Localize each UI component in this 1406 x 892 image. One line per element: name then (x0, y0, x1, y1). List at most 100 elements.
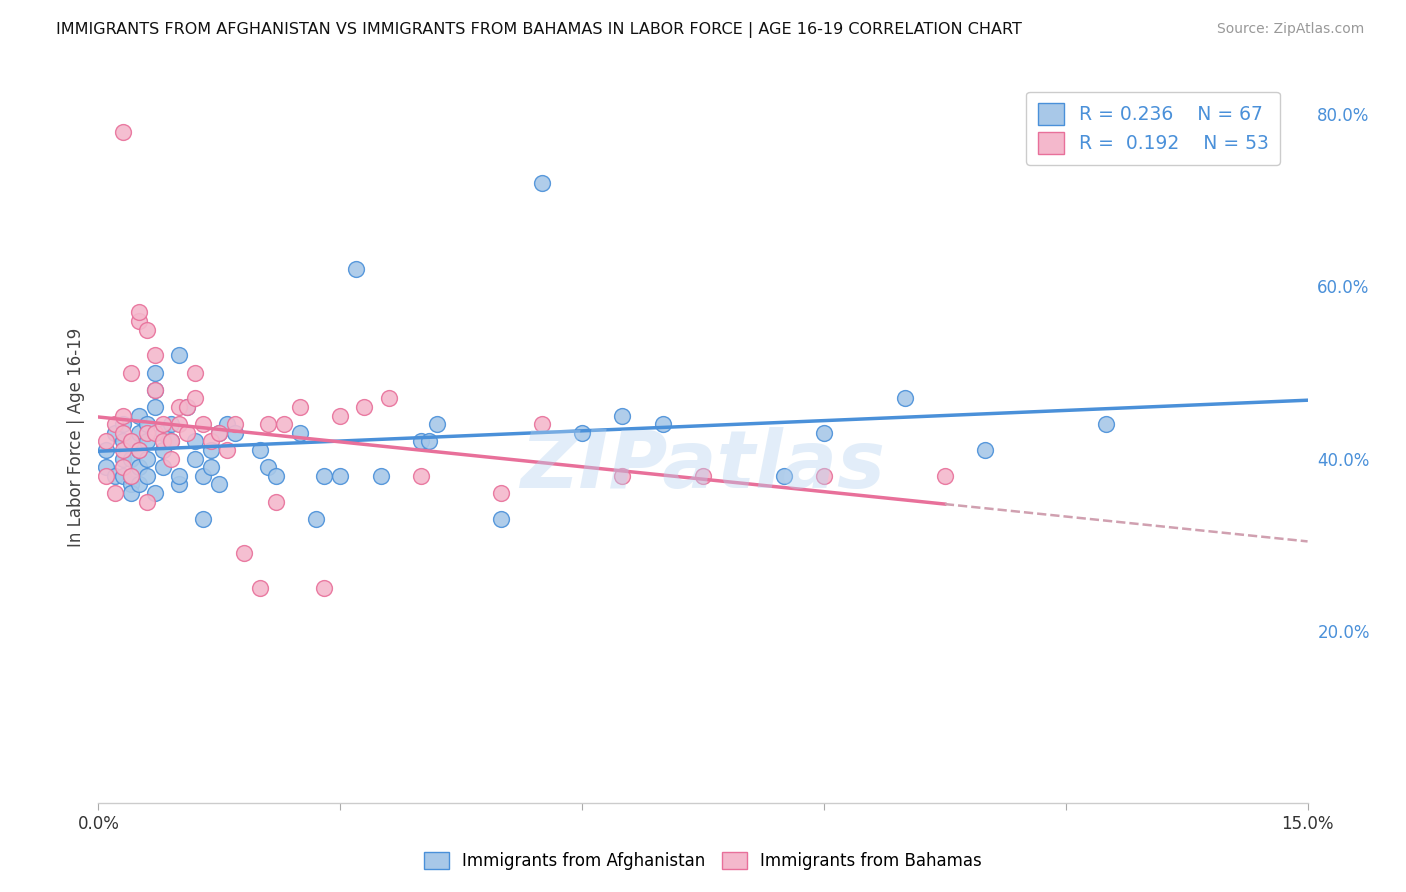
Legend: R = 0.236    N = 67, R =  0.192    N = 53: R = 0.236 N = 67, R = 0.192 N = 53 (1026, 92, 1279, 165)
Point (111, 425, 134, 440)
Point (176, 400, 198, 414)
Text: ZIPatlas: ZIPatlas (520, 427, 886, 506)
Point (120, 477, 142, 491)
Point (160, 434, 183, 449)
Point (193, 417, 215, 432)
Point (353, 400, 375, 414)
Point (135, 434, 157, 449)
Point (103, 425, 125, 440)
Legend: Immigrants from Afghanistan, Immigrants from Bahamas: Immigrants from Afghanistan, Immigrants … (418, 845, 988, 877)
Point (135, 451, 157, 466)
Point (120, 366, 142, 380)
Point (135, 417, 157, 432)
Point (120, 486, 142, 500)
Point (103, 486, 125, 500)
Point (217, 442, 239, 457)
Point (200, 442, 222, 457)
Point (184, 434, 207, 449)
Point (135, 468, 157, 483)
Point (111, 125, 134, 139)
Point (128, 460, 150, 475)
Point (120, 434, 142, 449)
Point (135, 494, 157, 508)
Point (120, 434, 142, 449)
Point (256, 460, 278, 475)
Point (249, 581, 271, 595)
Point (288, 400, 311, 414)
Point (813, 468, 835, 483)
Point (111, 460, 134, 475)
Point (111, 409, 134, 423)
Point (217, 417, 239, 432)
Point (612, 468, 634, 483)
Point (1095, 417, 1118, 432)
Point (96, 460, 118, 475)
Point (160, 434, 183, 449)
Point (143, 383, 166, 397)
Text: IMMIGRANTS FROM AFGHANISTAN VS IMMIGRANTS FROM BAHAMAS IN LABOR FORCE | AGE 16-1: IMMIGRANTS FROM AFGHANISTAN VS IMMIGRANT… (56, 22, 1022, 38)
Point (135, 425, 157, 440)
Point (377, 392, 399, 406)
Point (232, 546, 254, 560)
Point (409, 434, 432, 449)
Point (167, 400, 190, 414)
Point (264, 494, 287, 508)
Point (152, 442, 174, 457)
Point (813, 425, 835, 440)
Point (96, 434, 118, 449)
Point (160, 451, 183, 466)
Point (409, 468, 432, 483)
Point (314, 468, 336, 483)
Point (128, 442, 150, 457)
Point (224, 425, 246, 440)
Point (934, 468, 956, 483)
Point (143, 366, 166, 380)
Point (305, 512, 328, 526)
Point (200, 434, 222, 449)
Point (128, 409, 150, 423)
Point (208, 477, 231, 491)
Point (329, 409, 352, 423)
Point (96, 468, 118, 483)
Point (193, 512, 215, 526)
Point (120, 451, 142, 466)
Point (167, 477, 190, 491)
Point (120, 468, 142, 483)
Point (128, 305, 150, 319)
Point (128, 314, 150, 328)
Point (314, 581, 336, 595)
Point (128, 442, 150, 457)
Point (152, 460, 174, 475)
Point (571, 425, 593, 440)
Point (143, 383, 166, 397)
Point (111, 451, 134, 466)
Point (974, 442, 997, 457)
Point (143, 486, 166, 500)
Point (128, 477, 150, 491)
Point (176, 400, 198, 414)
Point (111, 442, 134, 457)
Point (772, 468, 794, 483)
Point (530, 417, 553, 432)
Point (160, 417, 183, 432)
Point (344, 262, 367, 277)
Point (426, 417, 449, 432)
Point (167, 348, 190, 362)
Point (208, 425, 231, 440)
Point (193, 468, 215, 483)
Point (224, 417, 246, 432)
Point (128, 425, 150, 440)
Point (103, 468, 125, 483)
Point (249, 442, 271, 457)
Point (491, 486, 513, 500)
Point (152, 425, 174, 440)
Point (143, 348, 166, 362)
Point (143, 400, 166, 414)
Point (692, 468, 714, 483)
Point (329, 468, 352, 483)
Point (167, 417, 190, 432)
Point (612, 409, 634, 423)
Text: Source: ZipAtlas.com: Source: ZipAtlas.com (1216, 22, 1364, 37)
Point (152, 417, 174, 432)
Point (651, 417, 673, 432)
